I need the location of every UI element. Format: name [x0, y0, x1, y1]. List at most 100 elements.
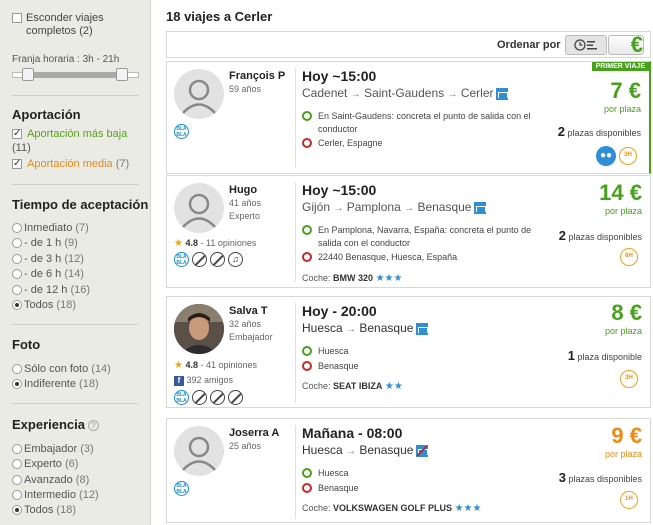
ride-route: Gijón → Pamplona → Benasque: [302, 200, 487, 214]
dropoff-text: Benasque: [318, 483, 359, 493]
radio[interactable]: [12, 269, 22, 279]
ride-badges: ●● 3H: [596, 146, 637, 166]
ride-price: 9 €: [611, 423, 642, 448]
contribution-medium-checkbox[interactable]: [12, 157, 22, 170]
driver-name[interactable]: Hugo: [229, 184, 258, 196]
seats-count: 2: [557, 124, 565, 139]
per-seat-label: por plaza: [603, 104, 641, 114]
no-smoking-icon: [192, 252, 207, 267]
radio[interactable]: [12, 285, 22, 295]
experience-title-text: Experiencia: [12, 417, 85, 432]
ride-card[interactable]: Salva T 32 años Embajador ★ 4.8 - 41 opi…: [166, 296, 651, 408]
ride-card[interactable]: François P 59 años BLA BLA Hoy ~15:00 Ca…: [166, 61, 651, 174]
experience-option[interactable]: Embajador (3): [12, 443, 94, 456]
acceptance-option[interactable]: Inmediato (7): [12, 222, 89, 235]
driver-name[interactable]: François P: [229, 70, 286, 82]
experience-option[interactable]: Avanzado (8): [12, 474, 89, 487]
driver-level: Embajador: [229, 332, 273, 342]
option-count: (3): [80, 443, 94, 455]
radio-selected[interactable]: [12, 505, 22, 515]
ride-price: 14 €: [599, 180, 642, 205]
route-city: Huesca: [302, 321, 343, 335]
car-comfort-stars: ★★★: [454, 503, 482, 514]
radio[interactable]: [12, 238, 22, 248]
radio[interactable]: [12, 223, 22, 233]
rating-count: - 41 opiniones: [200, 360, 258, 370]
seats-label: plazas disponibles: [568, 474, 642, 484]
contribution-option-medium[interactable]: Aportación media (7): [12, 157, 129, 171]
response-time-badge: 3H: [620, 370, 638, 388]
radio[interactable]: [12, 444, 22, 454]
acceptance-option[interactable]: - de 1 h (9): [12, 237, 78, 250]
sort-label: Ordenar por: [497, 39, 561, 51]
experience-option[interactable]: Todos (18): [12, 504, 76, 517]
response-time-badge: 1H: [620, 491, 638, 509]
option-label: Todos: [24, 299, 54, 311]
dropoff-point: Cerler, Espagne: [302, 137, 552, 150]
option-count: (14): [64, 268, 84, 280]
pickup-dot-icon: [302, 225, 312, 235]
divider: [12, 324, 139, 325]
option-count: (12): [64, 253, 84, 265]
ride-card[interactable]: Hugo 41 años Experto ★ 4.8 - 11 opinione…: [166, 175, 651, 288]
sort-by-price-button[interactable]: €: [608, 34, 644, 56]
time-range-handle-start[interactable]: [22, 68, 34, 81]
per-seat-label: por plaza: [604, 206, 642, 216]
clock-icon: [574, 39, 597, 51]
avatar: [174, 183, 224, 233]
radio-selected[interactable]: [12, 300, 22, 310]
photo-option[interactable]: Indiferente (18): [12, 378, 99, 391]
radio[interactable]: [12, 475, 22, 485]
preferences: BLA BLA: [174, 124, 189, 139]
radio-selected[interactable]: [12, 379, 22, 389]
photo-option[interactable]: Sólo con foto (14): [12, 363, 111, 376]
car-info: Coche: SEAT IBIZA ★★: [302, 381, 403, 392]
pickup-dot-icon: [302, 346, 312, 356]
divider: [295, 182, 296, 282]
ride-card[interactable]: Joserra A 25 años BLA BLA Mañana - 08:00…: [166, 418, 651, 523]
divider: [295, 425, 296, 519]
contribution-option-low[interactable]: Aportación más baja: [12, 127, 142, 141]
dropoff-text: 22440 Benasque, Huesca, España: [318, 252, 458, 262]
experience-option[interactable]: Experto (6): [12, 458, 78, 471]
driver-name[interactable]: Salva T: [229, 305, 268, 317]
help-icon[interactable]: ?: [88, 420, 99, 432]
avatar: [174, 304, 224, 354]
pickup-dot-icon: [302, 111, 312, 121]
hide-full-checkbox[interactable]: [12, 13, 22, 23]
radio[interactable]: [12, 459, 22, 469]
divider: [12, 403, 139, 404]
blabla-icon: BLA BLA: [174, 481, 189, 496]
blabla-icon: BLA BLA: [174, 252, 189, 267]
dropoff-dot-icon: [302, 252, 312, 262]
option-label: Avanzado: [24, 474, 73, 486]
star-icon: ★: [174, 238, 183, 249]
acceptance-option[interactable]: Todos (18): [12, 299, 76, 312]
ride-route: Huesca → Benasque: [302, 443, 429, 457]
arrow-icon: →: [404, 203, 415, 214]
acceptance-option[interactable]: - de 6 h (14): [12, 268, 84, 281]
arrow-icon: →: [447, 89, 458, 100]
driver-rating[interactable]: ★ 4.8 - 11 opiniones: [174, 238, 256, 249]
rating-value: 4.8: [185, 238, 198, 248]
experience-option[interactable]: Intermedio (12): [12, 489, 99, 502]
radio[interactable]: [12, 364, 22, 374]
radio[interactable]: [12, 254, 22, 264]
time-range-fill: [22, 72, 124, 78]
seats-label: plaza disponible: [577, 352, 642, 362]
hide-full-trips-filter[interactable]: Esconder viajes completos (2): [12, 12, 142, 38]
time-range-handle-end[interactable]: [116, 68, 128, 81]
acceptance-option[interactable]: - de 12 h (16): [12, 284, 90, 297]
star-icon: ★: [174, 360, 183, 371]
dropoff-dot-icon: [302, 361, 312, 371]
divider: [12, 184, 139, 185]
driver-name[interactable]: Joserra A: [229, 427, 280, 439]
contribution-low-checkbox[interactable]: [12, 127, 22, 140]
ride-badges: 6H: [620, 248, 638, 266]
sort-by-time-button[interactable]: [565, 35, 607, 55]
radio[interactable]: [12, 490, 22, 500]
pickup-text: Huesca: [318, 346, 349, 356]
driver-rating[interactable]: ★ 4.8 - 41 opiniones: [174, 360, 257, 371]
acceptance-option[interactable]: - de 3 h (12): [12, 253, 84, 266]
route-city: Benasque: [359, 321, 414, 335]
